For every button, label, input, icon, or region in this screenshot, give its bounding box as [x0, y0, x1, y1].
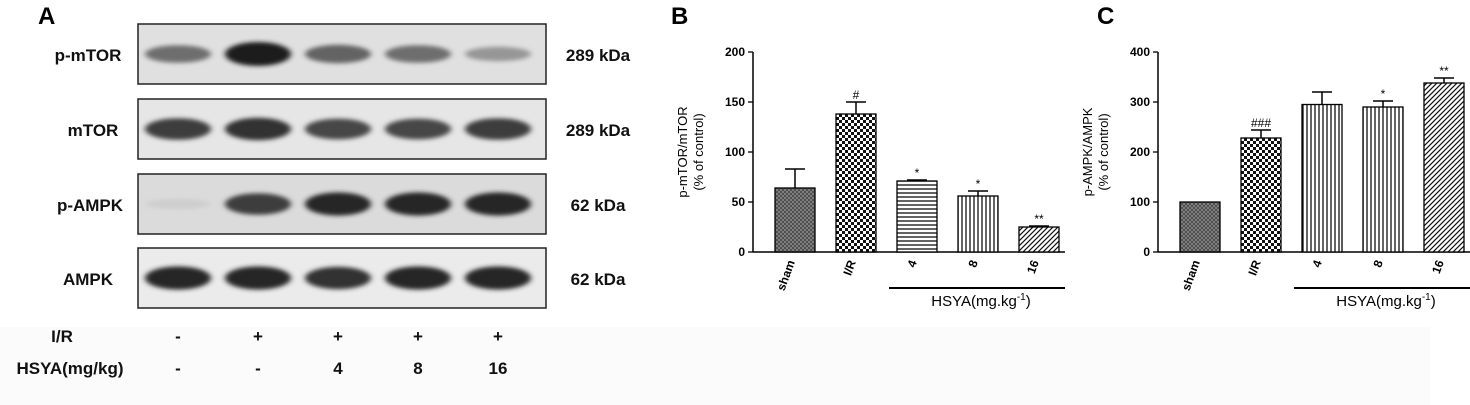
bar: [774, 187, 816, 253]
blot-band: [225, 42, 291, 66]
blot-band: [465, 266, 531, 290]
blot-band: [145, 266, 211, 290]
group-label: HSYA(mg.kg-1): [931, 292, 1030, 310]
blot-row-label: AMPK: [63, 270, 114, 289]
condition-value: -: [255, 359, 261, 378]
condition-value: -: [175, 359, 181, 378]
blot-band: [145, 45, 211, 63]
y-axis-subtitle: (% of control): [1096, 113, 1111, 190]
blot-band: [225, 266, 291, 290]
blot-band: [385, 192, 451, 216]
significance-marker: ###: [1251, 116, 1271, 130]
bar: [957, 195, 999, 253]
panel-label-a: A: [38, 3, 56, 30]
blot-row-label: p-AMPK: [57, 196, 124, 215]
condition-label: HSYA(mg/kg): [16, 359, 123, 378]
blot-band: [225, 117, 291, 141]
blot-band: [385, 266, 451, 290]
condition-value: 4: [333, 359, 343, 378]
y-tick-label: 300: [1130, 95, 1150, 109]
blot-band: [385, 45, 451, 63]
y-tick-label: 0: [738, 245, 745, 259]
y-tick-label: 100: [725, 145, 745, 159]
x-tick-label: sham: [774, 258, 798, 292]
significance-marker: *: [1381, 87, 1386, 101]
y-tick-label: 50: [732, 195, 746, 209]
condition-value: -: [175, 327, 181, 346]
x-tick-label: 16: [1024, 258, 1042, 276]
panel-label-c: C: [1097, 3, 1115, 30]
y-axis-subtitle: (% of control): [691, 113, 706, 190]
y-tick-label: 200: [725, 45, 745, 59]
y-axis-title: p-AMPK/AMPK: [1080, 107, 1095, 196]
background-strip: [0, 327, 1430, 405]
y-tick-label: 100: [1130, 195, 1150, 209]
blot-band: [305, 266, 371, 290]
molecular-weight-label: 289 kDa: [566, 46, 631, 65]
blot-row-label: mTOR: [68, 121, 119, 140]
condition-value: 16: [489, 359, 508, 378]
molecular-weight-label: 289 kDa: [566, 121, 631, 140]
x-tick-label: 16: [1429, 258, 1447, 276]
molecular-weight-label: 62 kDa: [571, 270, 626, 289]
western-blot-panel: p-mTOR 289 kDa mTOR 289 kDa p-AMPK 62 kDa AMPK…: [16, 23, 631, 378]
chart-p-ampk: 0 100 200 300 400 p-AMPK/AMPK (% of control) sh…: [1080, 45, 1470, 310]
blot-band: [465, 118, 531, 140]
blot-band: [465, 192, 531, 216]
bar: [1362, 106, 1404, 253]
bar: [1301, 103, 1343, 253]
bar: [1423, 82, 1465, 253]
y-tick-label: 150: [725, 95, 745, 109]
blot-row-label: p-mTOR: [55, 46, 122, 65]
bar: [1179, 201, 1221, 253]
bar: [1018, 226, 1060, 253]
blot-band: [305, 192, 371, 216]
y-axis-title: p-mTOR/mTOR: [675, 106, 690, 197]
blot-band: [305, 44, 371, 64]
x-tick-label: sham: [1179, 258, 1203, 292]
y-tick-label: 400: [1130, 45, 1150, 59]
blot-band: [225, 193, 291, 215]
significance-marker: **: [1439, 64, 1449, 78]
molecular-weight-label: 62 kDa: [571, 196, 626, 215]
significance-marker: #: [853, 88, 860, 102]
blot-band: [145, 118, 211, 140]
group-label: HSYA(mg.kg-1): [1336, 292, 1435, 310]
significance-marker: **: [1034, 212, 1044, 226]
bar: [896, 180, 938, 253]
significance-marker: *: [976, 177, 981, 191]
bar: [1240, 137, 1282, 253]
x-tick-label: 4: [904, 258, 920, 269]
bar: [835, 113, 877, 253]
chart-p-mtor: 0 50 100 150 200 p-mTOR/mTOR (% of control) sha…: [675, 45, 1065, 310]
condition-value: +: [413, 327, 423, 346]
x-tick-label: I/R: [1245, 258, 1264, 278]
y-tick-label: 200: [1130, 145, 1150, 159]
y-tick-label: 0: [1143, 245, 1150, 259]
condition-label: I/R: [51, 327, 73, 346]
x-tick-label: 8: [965, 258, 981, 269]
blot-band: [465, 46, 531, 62]
blot-band: [145, 199, 211, 209]
x-tick-label: I/R: [840, 258, 859, 278]
condition-value: +: [333, 327, 343, 346]
blot-band: [385, 118, 451, 140]
condition-value: +: [493, 327, 503, 346]
condition-value: +: [253, 327, 263, 346]
significance-marker: *: [915, 166, 920, 180]
condition-value: 8: [413, 359, 422, 378]
x-tick-label: 4: [1309, 258, 1325, 269]
blot-band: [305, 118, 371, 140]
panel-label-b: B: [671, 3, 689, 30]
x-tick-label: 8: [1370, 258, 1386, 269]
